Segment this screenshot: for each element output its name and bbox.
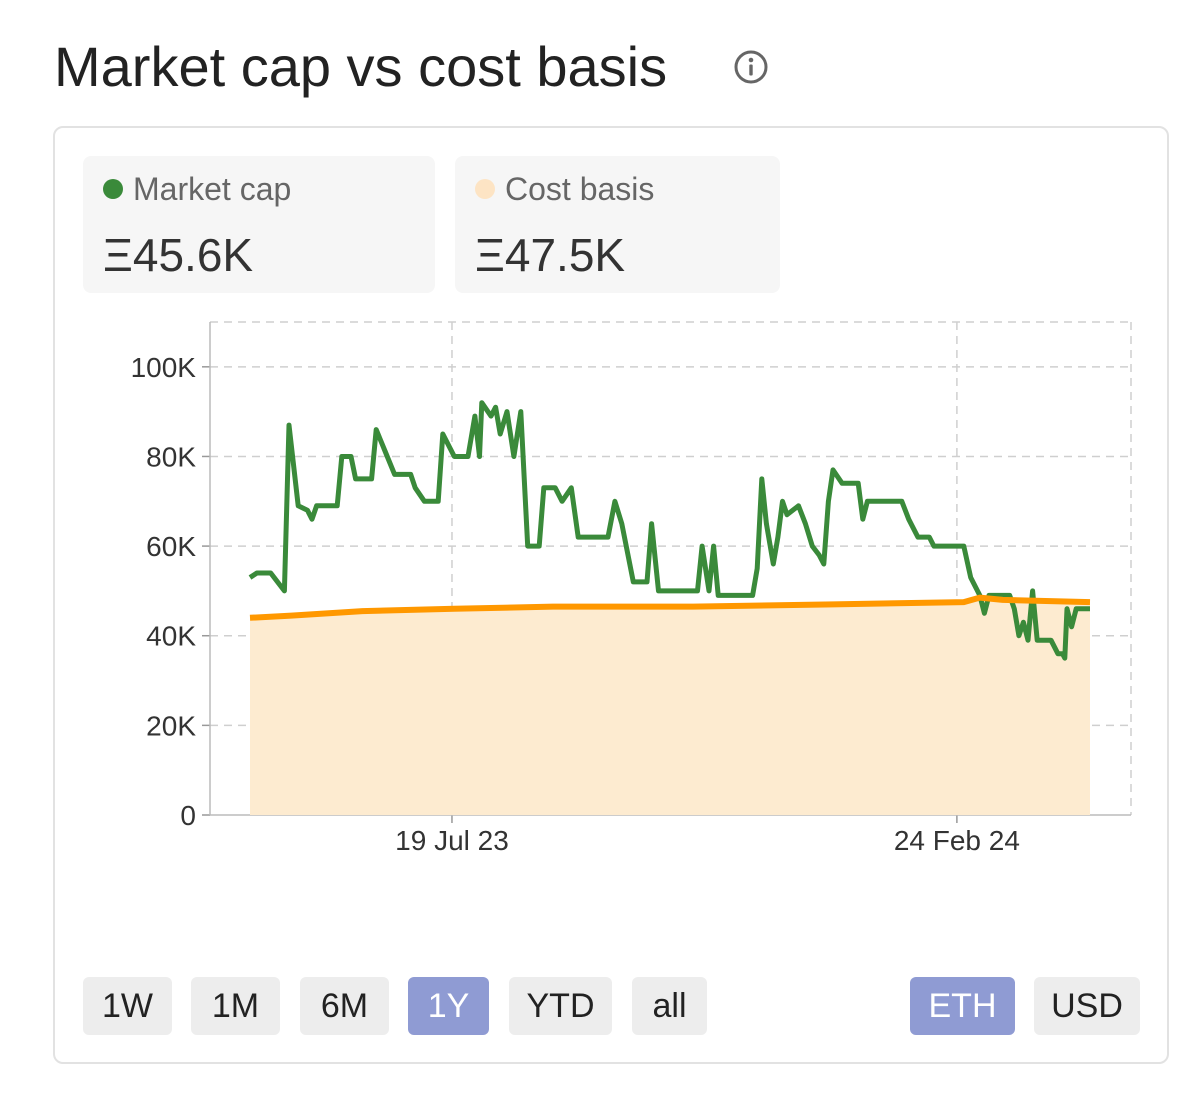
currency-eth-button[interactable]: ETH	[910, 977, 1015, 1035]
y-tick-label: 0	[180, 800, 196, 831]
cost-basis-area	[250, 597, 1090, 815]
page-title: Market cap vs cost basis	[54, 35, 668, 98]
range-ytd-button[interactable]: YTD	[509, 977, 612, 1035]
market-cap-stat: Market cap Ξ45.6K	[83, 156, 435, 293]
market-cap-line	[248, 400, 1090, 661]
market-cap-dot	[103, 179, 123, 199]
range-6m-button[interactable]: 6M	[300, 977, 389, 1035]
range-1y-button[interactable]: 1Y	[408, 977, 489, 1035]
y-tick-label: 100K	[131, 352, 197, 383]
cost-basis-stat: Cost basis Ξ47.5K	[455, 156, 780, 293]
y-tick-label: 40K	[146, 621, 196, 652]
market-cap-label: Market cap	[133, 171, 292, 207]
range-1m-button[interactable]: 1M	[191, 977, 280, 1035]
cost-basis-label: Cost basis	[505, 171, 655, 207]
market-cap-chart: 0 20K 40K 60K 80K 100K 19 Jul 23 24 Feb 24	[131, 321, 1132, 856]
currency-usd-button[interactable]: USD	[1034, 977, 1140, 1035]
cost-basis-dot	[475, 179, 495, 199]
market-cap-value: Ξ45.6K	[103, 229, 254, 281]
info-icon[interactable]	[733, 49, 769, 85]
cost-basis-line	[249, 594, 1091, 621]
range-1w-button[interactable]: 1W	[83, 977, 172, 1035]
y-tick-label: 60K	[146, 531, 196, 562]
y-tick-label: 20K	[146, 710, 196, 741]
cost-basis-value: Ξ47.5K	[475, 229, 626, 281]
range-all-button[interactable]: all	[632, 977, 707, 1035]
y-tick-label: 80K	[146, 441, 196, 472]
x-tick-label: 24 Feb 24	[894, 825, 1020, 856]
x-tick-label: 19 Jul 23	[395, 825, 509, 856]
